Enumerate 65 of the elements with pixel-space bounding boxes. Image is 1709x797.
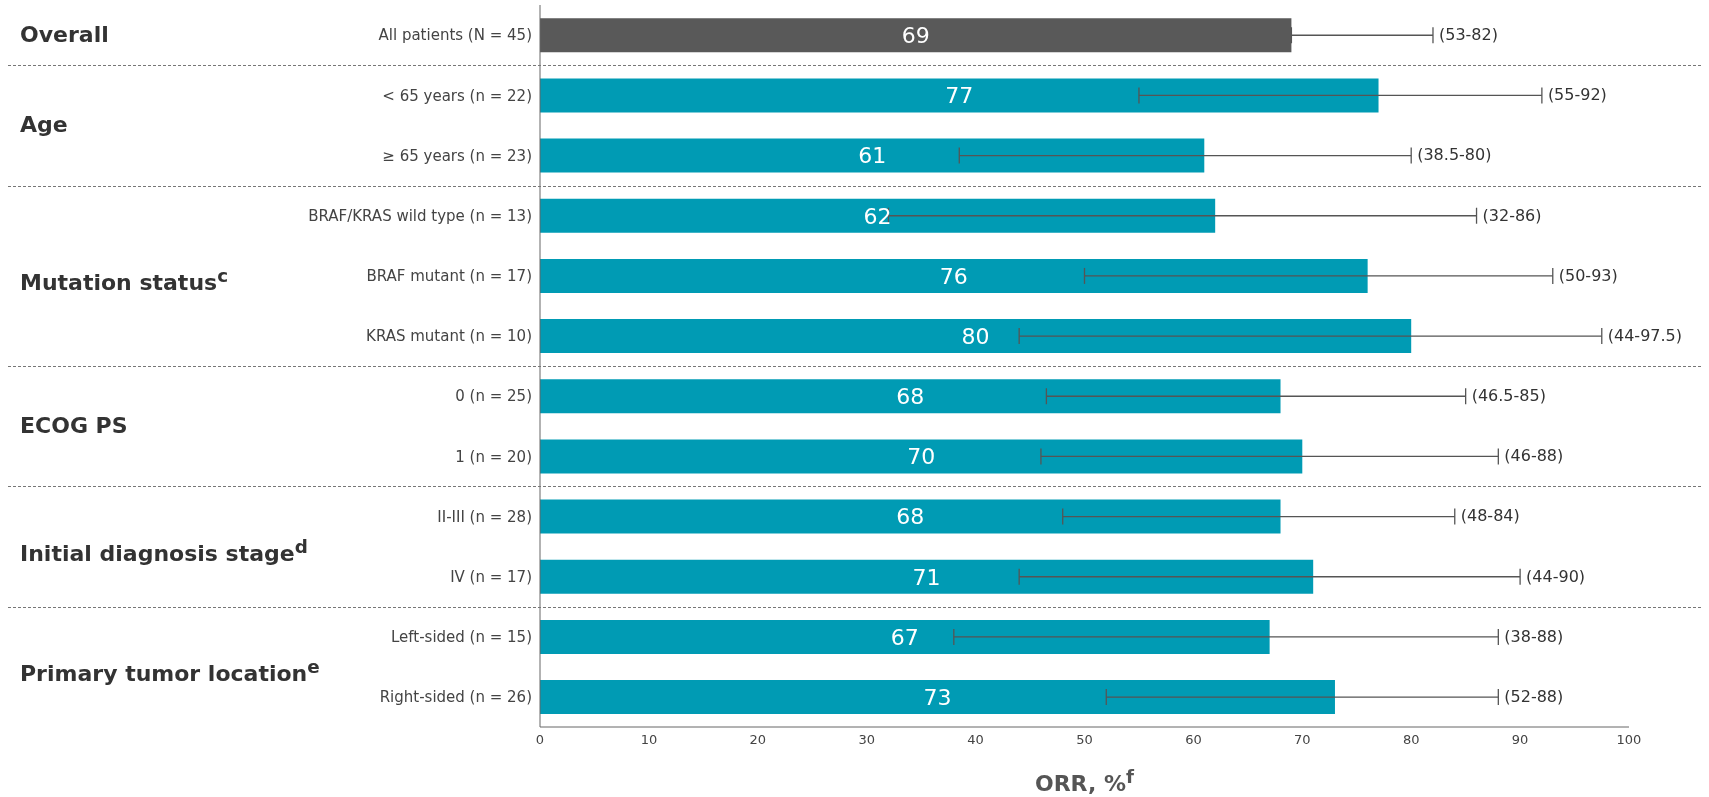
bar — [540, 559, 1314, 594]
data-label: 62 — [863, 203, 892, 229]
x-tick-label: 60 — [1185, 732, 1202, 748]
text: Primary tumor location$^{e}$ — [20, 654, 320, 689]
annotation: (44-90) — [1526, 565, 1586, 588]
data-label: 80 — [961, 323, 990, 349]
bar — [540, 499, 1281, 534]
data-label: 77 — [945, 83, 974, 109]
annotation: (32-86) — [1482, 204, 1542, 227]
annotation: (48-84) — [1460, 505, 1520, 528]
annotation: (38.5-80) — [1417, 144, 1492, 167]
text: Mutation status$^{c}$ — [20, 263, 229, 298]
bar — [540, 439, 1303, 474]
x-tick-label: 70 — [1294, 732, 1311, 748]
y-tick-label: BRAF mutant (n = 17) — [366, 267, 532, 286]
bar — [540, 379, 1281, 414]
data-label: 76 — [939, 263, 968, 289]
text: Overall — [20, 21, 109, 50]
data-label: 70 — [907, 444, 936, 470]
data-label: 68 — [896, 384, 925, 410]
y-tick-label: 1 (n = 20) — [455, 447, 532, 466]
bar — [540, 198, 1216, 233]
text: Initial diagnosis stage$^{d}$ — [20, 534, 308, 568]
x-tick-label: 10 — [640, 732, 658, 748]
y-tick-label: All patients (N = 45) — [378, 26, 532, 45]
y-tick-label: 0 (n = 25) — [455, 387, 532, 406]
bar — [540, 619, 1270, 654]
data-label: 73 — [923, 684, 952, 710]
annotation: (55-92) — [1547, 84, 1607, 107]
bar — [540, 258, 1368, 293]
y-tick-label: Right-sided (n = 26) — [379, 688, 532, 707]
x-tick-label: 40 — [967, 732, 984, 748]
annotation: (53-82) — [1438, 24, 1498, 47]
bar — [540, 78, 1379, 113]
text: Age — [20, 111, 68, 140]
y-tick-label: BRAF/KRAS wild type (n = 13) — [308, 206, 532, 225]
x-tick-label: 0 — [535, 732, 545, 748]
y-tick-label: Left-sided (n = 15) — [390, 628, 532, 647]
annotation: (38-88) — [1504, 625, 1564, 648]
data-label: 61 — [858, 143, 887, 169]
y-tick-label: KRAS mutant (n = 10) — [366, 327, 532, 346]
bar — [540, 138, 1205, 173]
y-tick-label: IV (n = 17) — [450, 567, 532, 586]
data-label: 67 — [890, 624, 919, 650]
y-tick-label: < 65 years (n = 22) — [382, 86, 532, 105]
y-tick-label: II-III (n = 28) — [437, 507, 532, 526]
x-tick-label: 90 — [1511, 732, 1529, 748]
x-tick-label: 20 — [749, 732, 767, 748]
annotation: (52-88) — [1504, 685, 1564, 708]
data-label: 69 — [901, 23, 930, 49]
bar — [540, 319, 1412, 354]
text: ECOG PS — [20, 412, 128, 441]
x-tick-label: 100 — [1616, 732, 1642, 748]
annotation: (50-93) — [1558, 264, 1618, 287]
data-label: 68 — [896, 504, 925, 530]
annotation: (46-88) — [1504, 445, 1564, 468]
x-tick-label: 50 — [1076, 732, 1093, 748]
bar — [540, 680, 1335, 715]
x-axis-title: ORR, %$^{f}$ — [1033, 765, 1135, 797]
data-label: 71 — [912, 564, 941, 590]
annotation: (46.5-85) — [1471, 385, 1546, 408]
x-tick-label: 30 — [858, 732, 875, 748]
x-tick-label: 80 — [1402, 732, 1420, 748]
annotation: (44-97.5) — [1607, 324, 1683, 347]
y-tick-label: ≥ 65 years (n = 23) — [382, 146, 532, 165]
